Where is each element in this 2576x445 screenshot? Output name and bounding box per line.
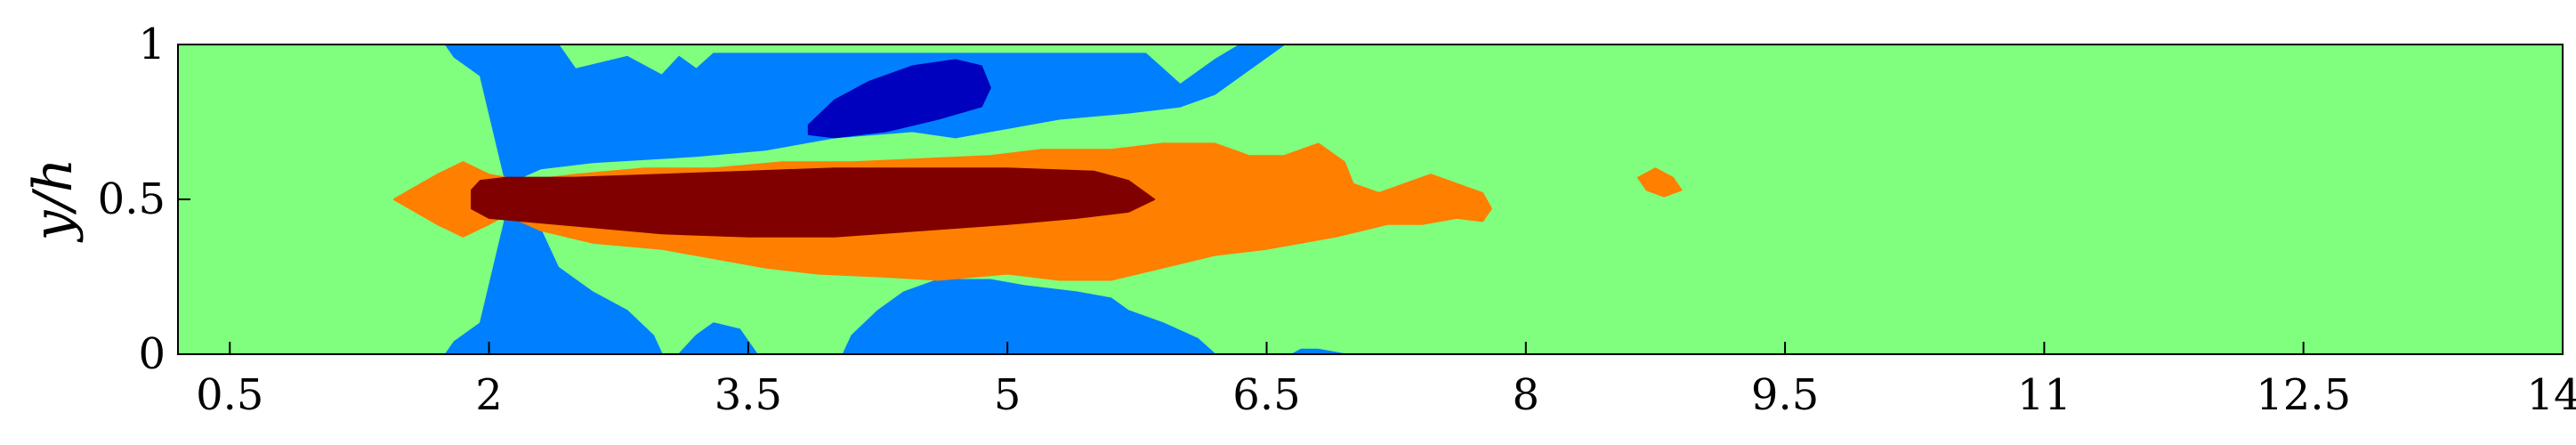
x-tick-label: 11: [2017, 370, 2071, 420]
contour-region-lowest: [807, 59, 991, 139]
y-axis-title: y/h: [22, 158, 85, 244]
x-axis: 0.5 2 3.5 5 6.5 8 9.5 11 12.5 14: [196, 342, 2576, 420]
y-tick-label: 0.5: [98, 174, 166, 224]
contour-region-high: [1637, 167, 1683, 198]
x-tick-label: 14: [2526, 370, 2576, 420]
x-tick-label: 12.5: [2256, 370, 2351, 420]
contour-region-low: [445, 214, 507, 354]
contour-regions: [392, 44, 1683, 354]
x-tick-label: 2: [475, 370, 503, 420]
contour-region-low: [445, 44, 507, 185]
y-axis: 00.51: [98, 20, 190, 379]
contour-region-low: [505, 214, 663, 354]
contour-region-highest: [471, 167, 1156, 238]
y-tick-label: 1: [138, 20, 166, 69]
y-tick-label: 0: [138, 329, 166, 379]
x-tick-label: 6.5: [1232, 370, 1300, 420]
x-tick-label: 0.5: [196, 370, 263, 420]
x-tick-label: 5: [994, 370, 1022, 420]
x-tick-label: 3.5: [715, 370, 782, 420]
x-tick-label: 9.5: [1751, 370, 1819, 420]
contour-region-low: [842, 279, 1216, 354]
contour-region-low: [678, 322, 758, 354]
x-tick-label: 8: [1513, 370, 1540, 420]
contour-region-low: [1291, 348, 1345, 354]
